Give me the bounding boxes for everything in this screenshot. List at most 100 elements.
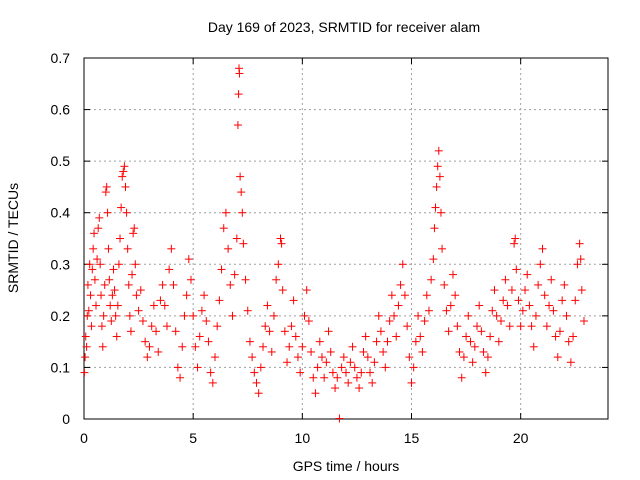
data-point <box>120 162 129 171</box>
data-point <box>407 378 416 387</box>
data-point <box>176 373 185 382</box>
data-point <box>505 322 514 331</box>
data-point <box>90 275 99 284</box>
data-point <box>106 301 115 310</box>
data-point <box>527 322 536 331</box>
data-point <box>396 280 405 289</box>
data-point <box>442 306 451 315</box>
data-point <box>186 275 195 284</box>
data-point <box>549 306 558 315</box>
data-point <box>277 239 286 248</box>
data-point <box>560 280 569 289</box>
data-point <box>385 317 394 326</box>
chart-title: Day 169 of 2023, SRMTID for receiver ala… <box>208 19 480 35</box>
data-point <box>89 244 98 253</box>
data-point <box>473 322 481 331</box>
data-point <box>291 332 300 341</box>
data-point <box>197 306 206 315</box>
data-point <box>315 337 324 346</box>
data-point <box>352 373 361 382</box>
data-point <box>171 327 180 336</box>
data-point <box>455 347 464 356</box>
data-point <box>304 317 313 326</box>
data-point <box>259 342 268 351</box>
data-point <box>248 353 257 362</box>
data-point <box>103 208 112 217</box>
data-point <box>274 260 283 269</box>
data-point <box>432 182 441 191</box>
data-point <box>414 311 423 320</box>
y-tick-label: 0.2 <box>51 308 71 324</box>
data-point <box>346 358 355 367</box>
axis-ticks <box>83 57 608 420</box>
data-point <box>154 347 163 356</box>
data-point <box>117 203 126 212</box>
data-point <box>514 296 523 305</box>
data-point <box>287 322 296 331</box>
data-point <box>254 389 263 398</box>
data-point <box>333 373 342 382</box>
x-tick-label: 15 <box>404 430 420 446</box>
data-point <box>96 260 105 269</box>
data-point <box>235 69 244 78</box>
data-point <box>102 182 111 191</box>
data-point <box>123 244 132 253</box>
data-point <box>457 373 466 382</box>
data-point <box>136 286 145 295</box>
data-point <box>241 275 250 284</box>
plot-frame <box>83 57 609 420</box>
data-point <box>427 275 436 284</box>
data-point <box>335 414 344 423</box>
data-point <box>488 306 497 315</box>
data-point <box>521 286 530 295</box>
data-point <box>453 322 462 331</box>
data-point <box>217 265 226 274</box>
data-point <box>296 368 305 377</box>
data-point <box>307 347 316 356</box>
data-point <box>182 291 191 300</box>
data-point <box>361 332 370 341</box>
data-point <box>363 353 372 362</box>
data-point <box>536 260 545 269</box>
data-point <box>475 301 484 310</box>
x-tick-label: 5 <box>189 430 197 446</box>
x-axis-label: GPS time / hours <box>293 458 400 474</box>
data-point <box>195 332 204 341</box>
data-point <box>107 317 116 326</box>
data-point <box>531 311 540 320</box>
data-point <box>118 172 127 181</box>
data-point <box>122 208 131 217</box>
data-point <box>422 291 431 300</box>
data-point <box>152 327 161 336</box>
data-point <box>167 244 176 253</box>
data-point <box>403 322 412 331</box>
data-point <box>131 260 140 269</box>
data-point <box>446 301 455 310</box>
data-point <box>501 275 510 284</box>
data-point <box>451 291 460 300</box>
data-point <box>110 286 119 295</box>
data-point <box>141 337 150 346</box>
data-point <box>180 311 189 320</box>
data-point <box>88 265 97 274</box>
y-axis-label: SRMTID / TECUs <box>5 183 21 293</box>
data-point <box>512 265 521 274</box>
data-point <box>411 337 420 346</box>
data-point <box>228 311 237 320</box>
data-point <box>553 353 562 362</box>
data-point <box>81 353 90 362</box>
y-tick-label: 0 <box>62 411 70 427</box>
data-point <box>468 358 477 367</box>
data-point <box>86 291 95 300</box>
data-point <box>518 306 527 315</box>
data-point <box>392 332 401 341</box>
data-point <box>339 353 348 362</box>
data-point <box>263 301 272 310</box>
data-point <box>143 353 152 362</box>
data-point <box>538 244 547 253</box>
data-point <box>93 255 102 264</box>
data-point <box>429 255 438 264</box>
data-point <box>579 317 588 326</box>
data-point <box>434 146 443 155</box>
